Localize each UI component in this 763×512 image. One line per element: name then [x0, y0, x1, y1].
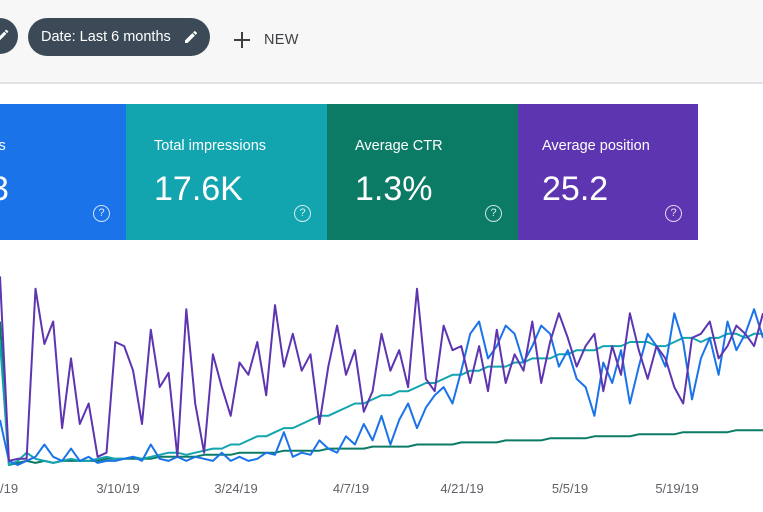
x-tick-label: 4/7/19 [333, 481, 369, 496]
series-line [0, 276, 763, 462]
metric-value: 3 [0, 170, 9, 209]
metric-value: 25.2 [542, 170, 609, 208]
x-tick-label: 4/21/19 [440, 481, 483, 496]
help-icon[interactable]: ? [294, 205, 311, 222]
new-filter-button[interactable]: NEW [230, 26, 299, 54]
performance-line-chart: /19 3/10/19 3/24/19 4/7/19 4/21/19 5/5/19 5/19… [0, 276, 763, 496]
x-tick-label: 3/10/19 [96, 481, 139, 496]
metric-title: cks [0, 138, 6, 154]
new-filter-label: NEW [264, 32, 299, 48]
pencil-icon [0, 29, 9, 41]
date-filter-label: Date: Last 6 months [41, 29, 171, 45]
metric-title: Average position [542, 138, 650, 154]
series-line [0, 308, 763, 466]
metric-title: Total impressions [154, 138, 267, 154]
metric-card-ctr[interactable]: Average CTR 1.3% ? [327, 104, 518, 240]
x-tick-label: 5/5/19 [552, 481, 588, 496]
help-icon[interactable]: ? [665, 205, 682, 222]
x-tick-label: 3/24/19 [214, 481, 257, 496]
help-icon[interactable]: ? [485, 205, 502, 222]
metric-card-position[interactable]: Average position 25.2 ? [518, 104, 698, 240]
metric-card-impressions[interactable]: Total impressions 17.6K ? [126, 104, 327, 240]
metric-value: 1.3% [355, 170, 433, 208]
x-tick-label: /19 [0, 481, 18, 496]
metric-card-clicks[interactable]: cks 3 ? [0, 104, 126, 240]
metric-title: Average CTR [355, 138, 443, 154]
x-tick-label: 5/19/19 [655, 481, 698, 496]
performance-chart: /19 3/10/19 3/24/19 4/7/19 4/21/19 5/5/19 5/19… [0, 250, 763, 512]
toolbar: Date: Last 6 months NEW [0, 0, 763, 84]
metric-value: 17.6K [154, 170, 243, 208]
metric-cards: cks 3 ? Total impressions 17.6K ? Averag… [0, 104, 763, 242]
plus-icon [234, 32, 250, 48]
pencil-icon[interactable] [183, 29, 199, 45]
edit-filter-chip[interactable] [0, 18, 18, 54]
help-icon[interactable]: ? [93, 205, 110, 222]
date-filter-chip[interactable]: Date: Last 6 months [28, 18, 210, 56]
